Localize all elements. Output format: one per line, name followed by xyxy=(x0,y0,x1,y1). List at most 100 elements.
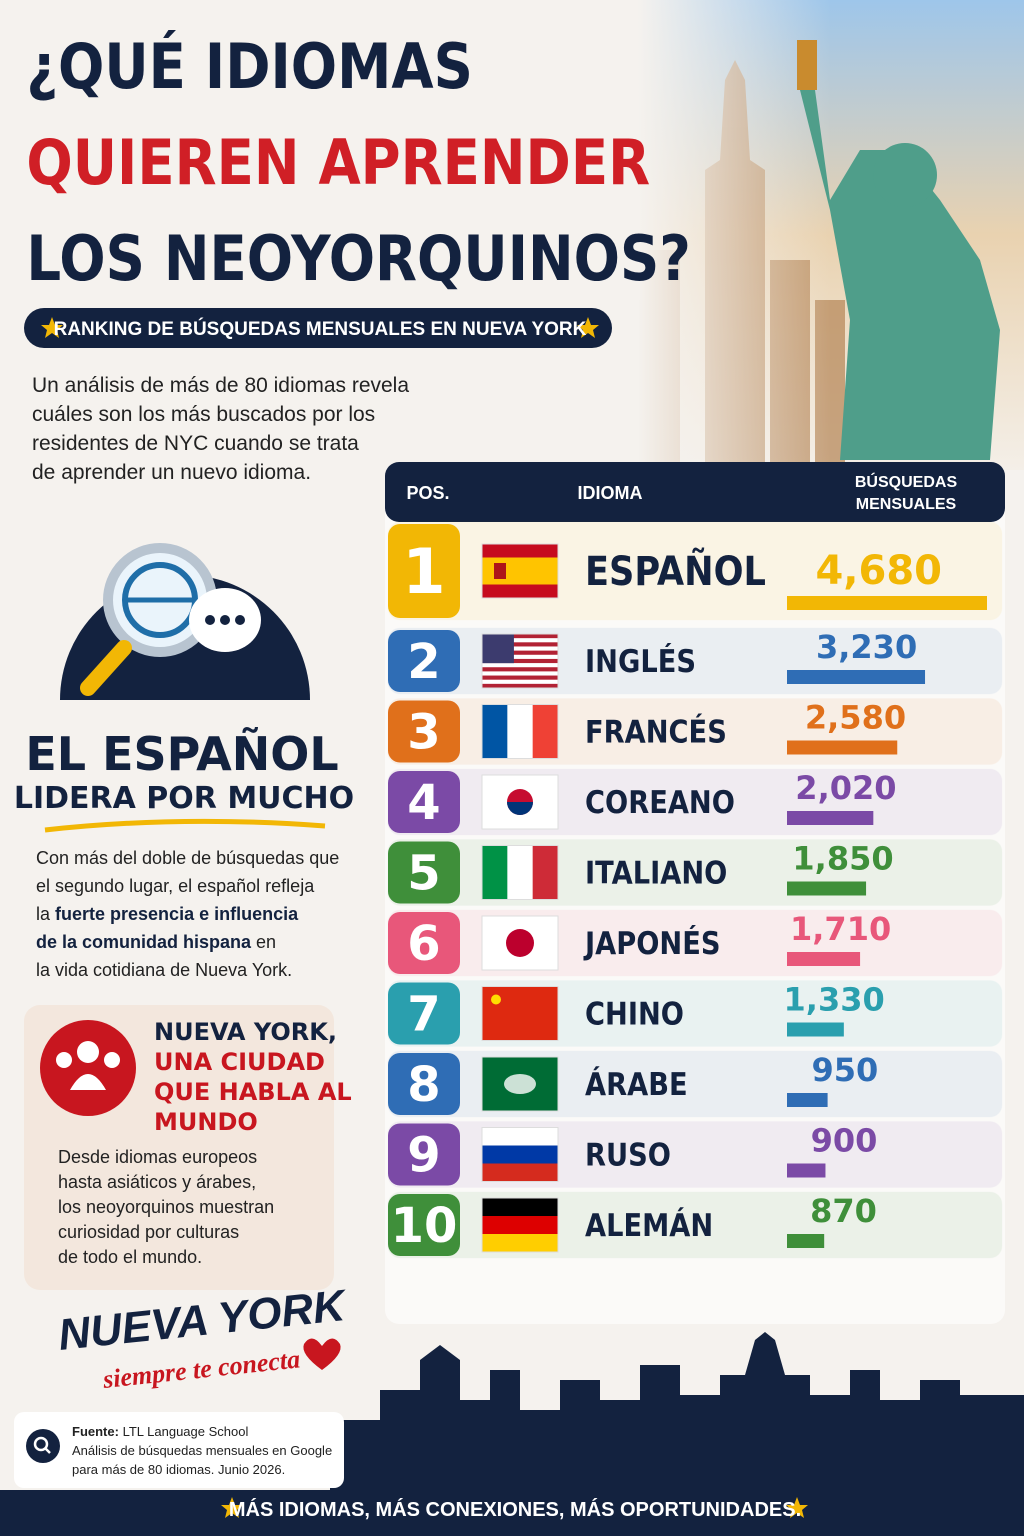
flag xyxy=(481,633,559,689)
flag-border xyxy=(481,1197,559,1253)
rank-badge xyxy=(388,630,460,692)
flag xyxy=(481,915,559,971)
bar xyxy=(787,1093,828,1107)
flag-part xyxy=(482,986,558,1041)
bar xyxy=(787,952,861,966)
value-label: 4,680 xyxy=(815,548,942,594)
flag-part xyxy=(482,634,558,639)
text-line: la vida cotidiana de Nueva York. xyxy=(36,960,292,980)
star xyxy=(577,317,599,338)
source-box xyxy=(14,1412,344,1488)
source-label: Fuente: xyxy=(72,1424,119,1439)
subtitle: RANKING DE BÚSQUEDAS MENSUALES EN NUEVA … xyxy=(54,318,587,340)
value-label: 950 xyxy=(811,1051,878,1089)
flag-part xyxy=(482,845,508,900)
rank: 7 xyxy=(407,987,440,1043)
rank: 5 xyxy=(407,846,440,902)
flag-border xyxy=(481,543,559,599)
rank-badge xyxy=(388,1053,460,1115)
language: ESPAÑOL xyxy=(585,548,766,595)
text-line: Desde idiomas europeos xyxy=(58,1147,257,1167)
bar xyxy=(787,670,926,684)
flag-part xyxy=(482,1145,558,1164)
text-line: de la comunidad hispana en xyxy=(36,932,276,952)
text-line: el segundo lugar, el español refleja xyxy=(36,876,315,896)
flag-part xyxy=(482,634,514,664)
intro-line: Un análisis de más de 80 idiomas revela xyxy=(32,374,409,397)
value-label: 3,230 xyxy=(816,628,917,666)
intro-line: residentes de NYC cuando se trata xyxy=(32,432,359,455)
flag-part xyxy=(482,683,558,688)
box-title-line: UNA CIUDAD xyxy=(154,1048,325,1076)
flag-border xyxy=(481,704,559,759)
flag-border xyxy=(481,986,559,1041)
rank: 8 xyxy=(407,1057,440,1113)
flag-part xyxy=(494,563,506,579)
star xyxy=(786,1497,808,1518)
text-line: curiosidad por culturas xyxy=(58,1222,239,1242)
flag-part xyxy=(532,704,558,759)
flag xyxy=(481,1127,559,1182)
underline xyxy=(44,818,326,833)
highlight-text: Con más del doble de búsquedas que el se… xyxy=(36,848,339,980)
value-label: 900 xyxy=(811,1122,878,1160)
flag-part xyxy=(491,994,501,1005)
flag-border xyxy=(481,633,559,689)
title: ¿QUÉ IDIOMAS QUIEREN APRENDER LOS NEOYOR… xyxy=(26,30,691,295)
box-title-line: QUE HABLA AL xyxy=(154,1078,352,1106)
row-bg xyxy=(388,1121,1002,1188)
city-box-text: Desde idiomas europeos hasta asiáticos y… xyxy=(58,1147,274,1267)
flag xyxy=(481,774,559,830)
source-name: LTL Language School xyxy=(123,1424,249,1439)
language: ÁRABE xyxy=(585,1066,688,1102)
bar xyxy=(787,1022,844,1037)
title-line: QUIEREN APRENDER xyxy=(26,127,650,199)
rank-badge xyxy=(388,1194,460,1256)
highlight-subtitle: LIDERA POR MUCHO xyxy=(14,781,354,816)
rank-badge xyxy=(388,524,460,618)
ranking-rows: 1 ESPAÑOL 4,680 2 INGLÉS 3,230 3 FRANCÉS 2,580 4 C… xyxy=(388,522,1002,1258)
bar xyxy=(787,1163,826,1178)
flag-part xyxy=(482,675,558,680)
flag-part xyxy=(482,1198,558,1216)
flag-border xyxy=(481,774,559,830)
bar xyxy=(787,811,874,825)
flag xyxy=(481,845,559,900)
header-searches: BÚSQUEDAS xyxy=(855,472,958,491)
heart xyxy=(303,1338,341,1370)
flag-border xyxy=(481,1056,559,1112)
source-line: Análisis de búsquedas mensuales en Googl… xyxy=(72,1443,332,1458)
rank: 10 xyxy=(391,1198,458,1254)
language: INGLÉS xyxy=(585,643,696,679)
rank: 1 xyxy=(402,535,445,608)
language: RUSO xyxy=(585,1137,671,1173)
intro-line: de aprender un nuevo idioma. xyxy=(32,461,311,484)
box-title-line: NUEVA YORK, xyxy=(154,1018,337,1046)
flag-part xyxy=(506,929,534,957)
flag-part xyxy=(482,667,558,672)
header-searches: MENSUALES xyxy=(856,496,957,513)
rank-badge xyxy=(388,982,460,1045)
language: CHINO xyxy=(585,996,684,1032)
statue xyxy=(797,40,1000,460)
table-header xyxy=(385,462,1005,522)
value-label: 1,710 xyxy=(790,910,891,948)
bar xyxy=(787,1234,825,1248)
value-label: 2,580 xyxy=(805,699,906,737)
intro-line: cuáles son los más buscados por los xyxy=(32,403,375,426)
text-span: la xyxy=(36,904,55,924)
flag-border xyxy=(481,1127,559,1182)
flag-part xyxy=(482,557,558,585)
text-line: Con más del doble de búsquedas que xyxy=(36,848,339,868)
bar xyxy=(787,881,867,896)
magnifier-handle xyxy=(80,640,132,696)
language: COREANO xyxy=(585,784,735,820)
header-language: IDIOMA xyxy=(578,483,643,503)
flag-part xyxy=(482,1163,558,1182)
value-label: 2,020 xyxy=(795,769,896,807)
source-line: para más de 80 idiomas. Junio 2026. xyxy=(72,1462,285,1477)
flag xyxy=(481,543,559,599)
text-bold: de la comunidad hispana xyxy=(36,932,252,952)
